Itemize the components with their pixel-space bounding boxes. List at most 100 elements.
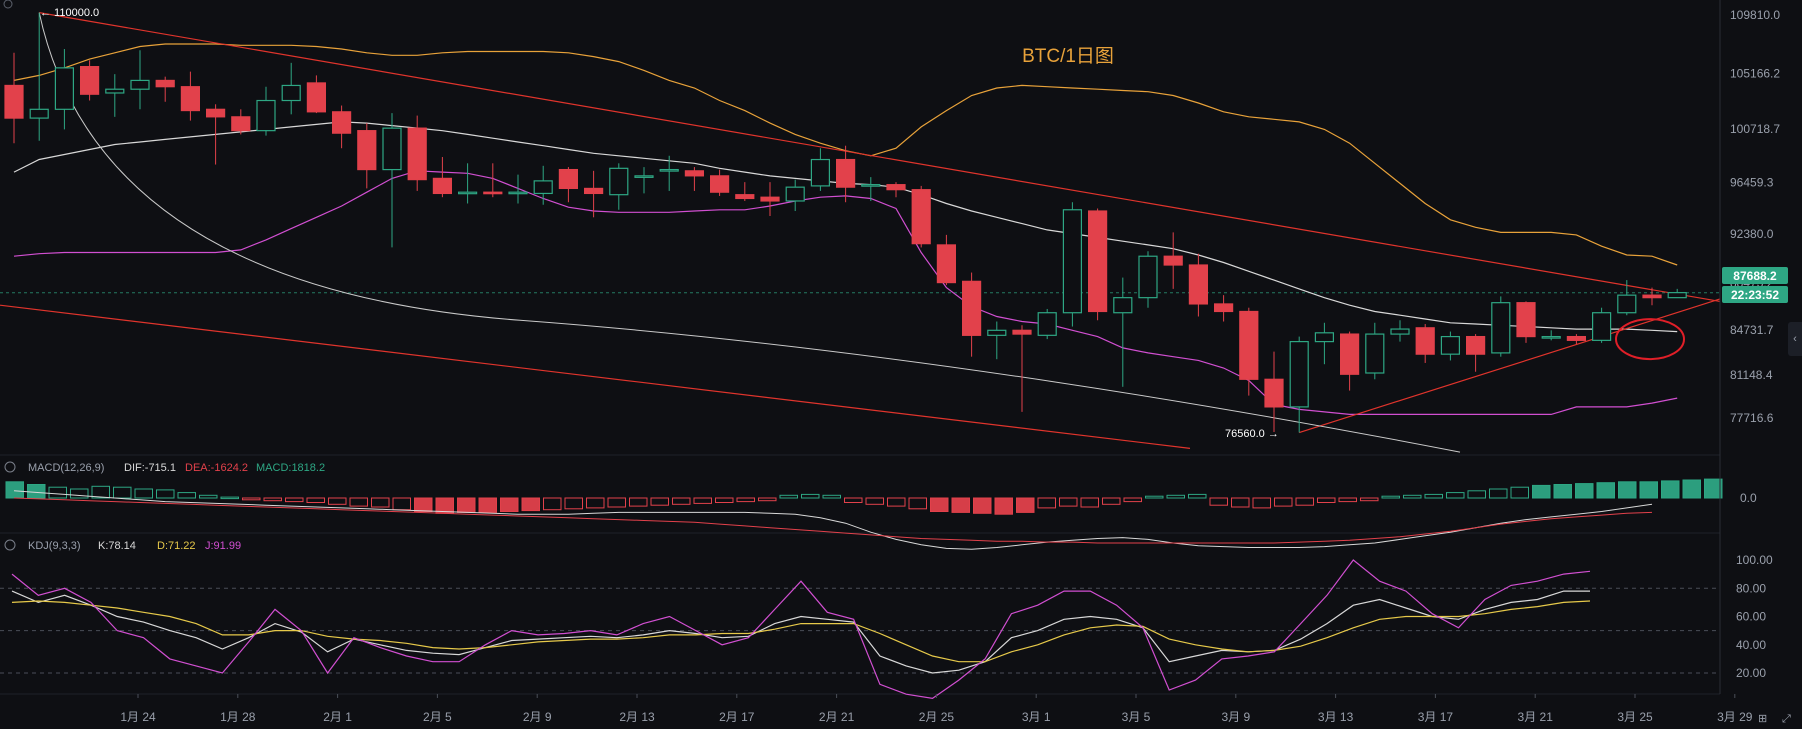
macd-bar[interactable] <box>1016 497 1035 513</box>
candle[interactable] <box>1390 320 1410 342</box>
macd-bar[interactable] <box>693 497 712 504</box>
macd-bar[interactable] <box>908 497 927 510</box>
macd-bar[interactable] <box>779 494 798 499</box>
candle[interactable] <box>1617 280 1637 316</box>
candle[interactable] <box>1012 325 1032 412</box>
macd-bar[interactable] <box>994 497 1013 515</box>
macd-bar[interactable] <box>1639 481 1658 499</box>
macd-bar[interactable] <box>1252 497 1271 509</box>
macd-bar[interactable] <box>1403 494 1422 499</box>
macd-bar[interactable] <box>930 497 949 512</box>
candle[interactable] <box>1415 324 1435 363</box>
candle[interactable] <box>835 145 856 203</box>
macd-bar[interactable] <box>758 497 777 502</box>
macd-bar[interactable] <box>1532 484 1551 499</box>
candle[interactable] <box>1491 296 1511 357</box>
candle[interactable] <box>583 170 604 218</box>
candle[interactable] <box>1440 331 1461 361</box>
candle[interactable] <box>634 167 654 194</box>
macd-bar[interactable] <box>1575 483 1594 499</box>
macd-bar[interactable] <box>177 492 196 499</box>
candle[interactable] <box>508 174 528 204</box>
candle[interactable] <box>987 321 1007 360</box>
macd-bar[interactable] <box>1102 497 1121 505</box>
candle[interactable] <box>1264 351 1284 433</box>
candle[interactable] <box>1163 232 1183 289</box>
current-price-tag[interactable]: 87688.2 22:23:52 <box>1722 267 1788 303</box>
macd-bar[interactable] <box>328 497 347 505</box>
macd-bar[interactable] <box>1231 497 1250 508</box>
macd-bar[interactable] <box>951 497 970 513</box>
candle[interactable] <box>558 167 579 203</box>
macd-bar[interactable] <box>1467 490 1486 499</box>
macd-bar[interactable] <box>521 497 540 512</box>
candle[interactable] <box>407 115 427 191</box>
macd-bar[interactable] <box>285 497 304 503</box>
candle[interactable] <box>1591 307 1612 343</box>
candle[interactable] <box>1314 322 1335 365</box>
candle[interactable] <box>709 169 730 196</box>
candle[interactable] <box>533 165 553 205</box>
macd-bar[interactable] <box>1381 495 1400 499</box>
macd-bar[interactable] <box>91 485 110 499</box>
macd-bar[interactable] <box>1059 497 1078 507</box>
macd-bar[interactable] <box>1209 497 1228 506</box>
candle[interactable] <box>1113 277 1133 387</box>
macd-bar[interactable] <box>156 489 175 499</box>
candle[interactable] <box>432 157 452 198</box>
candle[interactable] <box>760 182 780 217</box>
macd-bar[interactable] <box>113 486 132 499</box>
candle[interactable] <box>306 75 326 114</box>
candle[interactable] <box>1138 251 1158 308</box>
macd-bar[interactable] <box>844 497 863 503</box>
candle[interactable] <box>684 167 705 191</box>
candle[interactable] <box>1566 334 1587 345</box>
candle[interactable] <box>810 148 831 191</box>
candle[interactable] <box>180 71 200 121</box>
macd-bar[interactable] <box>1424 493 1443 499</box>
candle[interactable] <box>256 86 276 136</box>
macd-bar[interactable] <box>27 484 46 499</box>
candle[interactable] <box>231 109 251 135</box>
candle[interactable] <box>483 163 503 198</box>
fullscreen-icon[interactable]: ⤢ <box>1782 713 1791 725</box>
macd-bar[interactable] <box>199 494 218 499</box>
macd-bar[interactable] <box>629 497 648 507</box>
candle[interactable] <box>105 74 125 117</box>
macd-bar[interactable] <box>801 493 820 499</box>
macd-bar[interactable] <box>1446 492 1465 499</box>
candle[interactable] <box>961 272 982 357</box>
candle[interactable] <box>4 52 24 144</box>
settings-icon[interactable] <box>3 0 13 9</box>
candle[interactable] <box>1667 288 1687 299</box>
macd-bar[interactable] <box>457 497 476 513</box>
candle[interactable] <box>1289 336 1309 433</box>
macd-bar[interactable] <box>1338 497 1357 503</box>
macd-bar[interactable] <box>973 497 992 514</box>
candle[interactable] <box>1239 307 1259 396</box>
macd-bar[interactable] <box>715 497 734 503</box>
macd-bar[interactable] <box>887 497 906 507</box>
candle[interactable] <box>861 177 881 201</box>
macd-bar[interactable] <box>1317 497 1336 503</box>
macd-bar[interactable] <box>1553 484 1572 499</box>
candle[interactable] <box>332 105 352 149</box>
macd-bar[interactable] <box>672 497 691 505</box>
candle[interactable] <box>1213 295 1234 322</box>
macd-bar[interactable] <box>414 497 433 512</box>
candle[interactable] <box>1087 208 1108 321</box>
candle[interactable] <box>1465 334 1486 372</box>
macd-bar[interactable] <box>478 497 497 513</box>
macd-bar[interactable] <box>564 497 583 510</box>
macd-panel[interactable] <box>5 478 1723 550</box>
macd-bar[interactable] <box>242 497 261 501</box>
macd-bar[interactable] <box>736 497 755 503</box>
macd-bar[interactable] <box>607 497 626 508</box>
collapse-icon[interactable] <box>4 539 16 551</box>
macd-bar[interactable] <box>1360 497 1379 502</box>
macd-bar[interactable] <box>392 497 411 511</box>
macd-bar[interactable] <box>1123 497 1142 503</box>
candle[interactable] <box>1339 331 1360 391</box>
candle[interactable] <box>206 104 226 165</box>
